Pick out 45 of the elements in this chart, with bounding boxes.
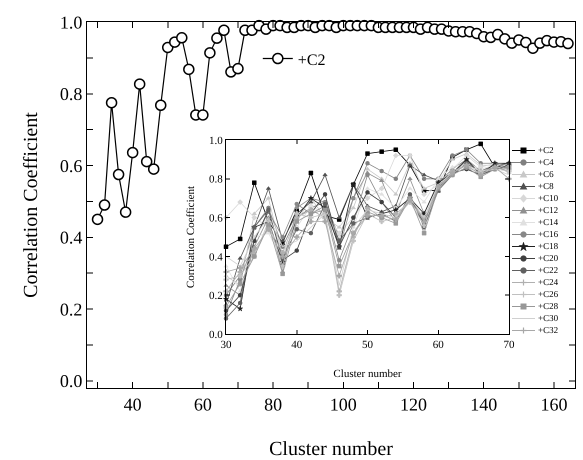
legend-label: +C30 bbox=[538, 313, 558, 323]
legend-label: +C24 bbox=[538, 277, 558, 287]
x-tick-label: 120 bbox=[400, 394, 427, 415]
x-tick-label: 30 bbox=[220, 339, 232, 352]
y-axis-title: Correlation Coefficient bbox=[185, 186, 197, 288]
y-tick-label: 0.0 bbox=[209, 328, 224, 341]
legend-label: +C20 bbox=[538, 253, 558, 263]
legend-label: +C4 bbox=[538, 157, 554, 167]
y-tick-label: 0.0 bbox=[60, 371, 82, 392]
x-tick-label: 100 bbox=[330, 394, 357, 415]
y-axis-title: Correlation Coefficient bbox=[20, 112, 42, 298]
legend-label: +C12 bbox=[538, 205, 558, 215]
legend-label: +C26 bbox=[538, 289, 558, 299]
y-tick-label: 0.8 bbox=[209, 174, 224, 186]
x-tick-label: 60 bbox=[194, 394, 212, 415]
legend-label: +C14 bbox=[538, 217, 558, 227]
y-tick-label: 1.0 bbox=[60, 12, 82, 32]
y-tick-label: 0.4 bbox=[60, 228, 82, 248]
legend-label: +C8 bbox=[538, 181, 554, 191]
legend-label: +C10 bbox=[538, 193, 558, 203]
legend-label: +C28 bbox=[538, 301, 558, 311]
y-tick-label: 0.2 bbox=[209, 290, 223, 302]
x-tick-label: 70 bbox=[504, 339, 515, 352]
legend-label: +C18 bbox=[538, 241, 558, 251]
legend-label: +C16 bbox=[538, 229, 558, 239]
y-tick-label: 0.2 bbox=[60, 299, 82, 320]
legend-label: +C6 bbox=[538, 169, 554, 179]
legend-label: +C2 bbox=[538, 145, 554, 155]
x-tick-label: 80 bbox=[264, 394, 282, 415]
x-tick-label: 160 bbox=[540, 394, 568, 415]
y-tick-label: 0.8 bbox=[60, 84, 82, 104]
x-tick-label: 50 bbox=[362, 339, 374, 352]
x-tick-label: 40 bbox=[124, 394, 142, 415]
legend-label: +C32 bbox=[538, 325, 558, 335]
legend-label: +C2 bbox=[298, 52, 326, 69]
y-tick-label: 0.6 bbox=[209, 212, 224, 224]
x-tick-label: 60 bbox=[432, 339, 444, 352]
y-tick-label: 0.4 bbox=[209, 251, 224, 264]
x-axis-title: Cluster number bbox=[269, 438, 394, 460]
y-tick-label: 1.0 bbox=[209, 134, 224, 147]
x-axis-title: Cluster number bbox=[333, 368, 402, 380]
x-tick-label: 40 bbox=[291, 339, 303, 352]
x-tick-label: 140 bbox=[470, 394, 498, 415]
legend-label: +C22 bbox=[538, 265, 558, 275]
y-tick-label: 0.6 bbox=[60, 156, 82, 176]
